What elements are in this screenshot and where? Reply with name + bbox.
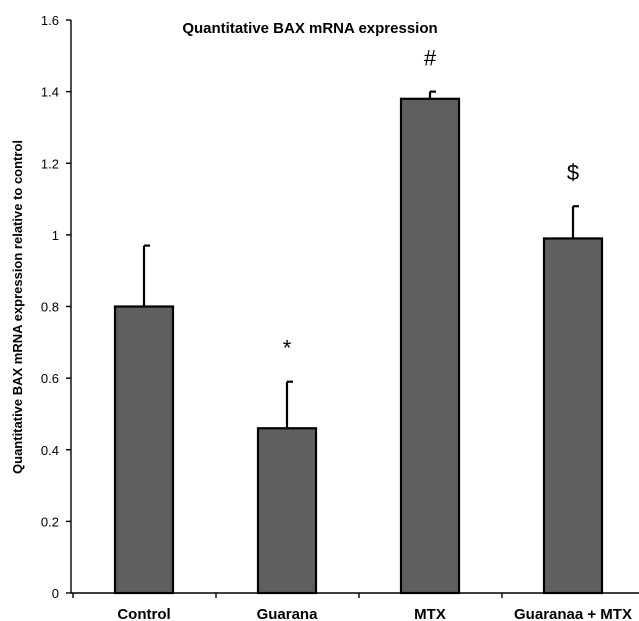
significance-marks-group: * # $: [283, 46, 579, 361]
bar-mtx: [399, 97, 461, 595]
y-tick-label: 1.2: [41, 156, 59, 171]
significance-mark: $: [567, 160, 579, 185]
y-axis-ticks: 0 0.2 0.4 0.6 0.8 1 1.2 1.4 1.6: [41, 13, 71, 601]
y-tick-label: 0.2: [41, 514, 59, 529]
y-tick-label: 0: [52, 586, 59, 601]
x-tick-label: MTX: [414, 606, 446, 621]
y-axis-label: Quantitative BAX mRNA expression relativ…: [10, 140, 25, 474]
error-bars-group: [142, 90, 579, 429]
bar-guaranaa-mtx: [542, 237, 604, 595]
bar-control: [113, 305, 175, 595]
y-tick-label: 0.6: [41, 371, 59, 386]
x-axis-ticks: Control Guarana MTX Guaranaa + MTX: [72, 593, 632, 621]
x-tick-label: Guaranaa + MTX: [514, 606, 632, 621]
chart-title: Quantitative BAX mRNA expression: [182, 20, 437, 37]
x-tick-label: Control: [117, 606, 170, 621]
y-tick-label: 0.8: [41, 300, 59, 315]
y-tick-label: 1.4: [41, 85, 59, 100]
y-tick-label: 1: [52, 228, 59, 243]
y-tick-label: 1.6: [41, 13, 59, 28]
y-tick-label: 0.4: [41, 443, 59, 458]
bars-group: [113, 97, 604, 595]
bar-guarana: [256, 427, 318, 595]
significance-mark: #: [424, 46, 437, 71]
x-tick-label: Guarana: [257, 606, 319, 621]
significance-mark: *: [283, 336, 292, 361]
